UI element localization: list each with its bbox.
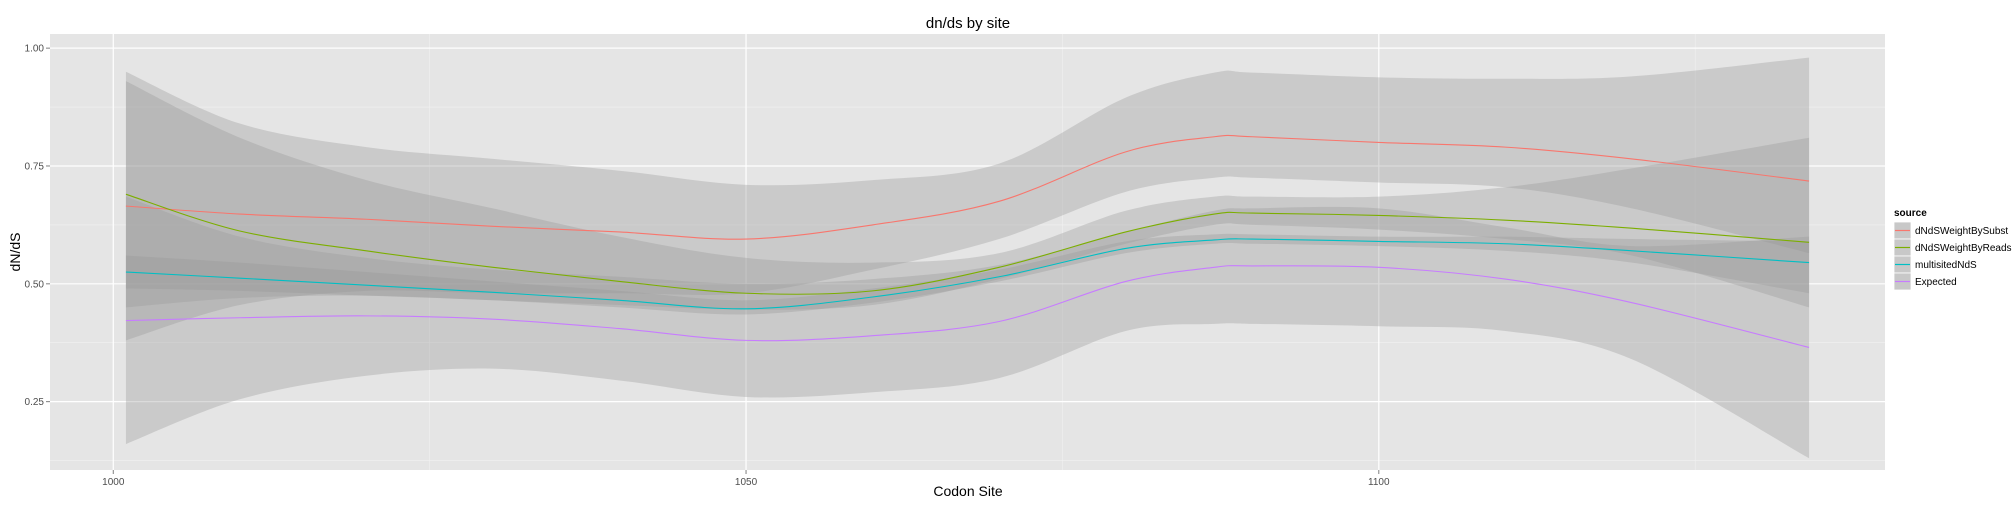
legend: source dNdSWeightBySubst dNdSWeightByRead… (1893, 208, 2012, 291)
x-tick-label: 1050 (735, 477, 758, 488)
x-axis-title: Codon Site (933, 483, 1002, 499)
series-line-multisitedNdS (125, 238, 1810, 310)
grid-lines (50, 34, 1885, 470)
confidence-band-dNdSWeightByReads (125, 81, 1810, 310)
legend-item: dNdSWeightByReads (1893, 238, 2012, 257)
confidence-band-dNdSWeightBySubst (125, 57, 1810, 341)
legend-label: multisitedNdS (1915, 260, 1977, 271)
y-tick-label: 0.75 (25, 161, 45, 172)
series-lines (125, 134, 1810, 348)
series-line-Expected (125, 265, 1810, 348)
y-tick-label: 1.00 (25, 44, 45, 55)
series-line-dNdSWeightByReads (125, 193, 1810, 295)
legend-item: multisitedNdS (1893, 255, 1977, 274)
legend-items: dNdSWeightBySubst dNdSWeightByReads multis… (1893, 221, 2012, 291)
legend-label: dNdSWeightBySubst (1915, 226, 2008, 237)
legend-label: dNdSWeightByReads (1915, 243, 2012, 254)
y-tick-label: 0.50 (25, 279, 45, 290)
legend-label: Expected (1915, 277, 1957, 288)
y-axis-title: dN/dS (7, 233, 23, 272)
legend-title: source (1894, 208, 1927, 219)
legend-item: Expected (1893, 272, 1957, 291)
y-tick-label: 0.25 (25, 397, 45, 408)
legend-item: dNdSWeightBySubst (1893, 221, 2008, 240)
x-tick-label: 1000 (102, 477, 125, 488)
chart-title: dn/ds by site (926, 15, 1010, 32)
confidence-band-multisitedNdS (125, 233, 1810, 315)
x-tick-label: 1100 (1368, 477, 1390, 488)
series-line-dNdSWeightBySubst (125, 134, 1810, 240)
plot-panel (50, 34, 1885, 470)
axis-ticks: 1000 1050 1100 0.25 0.50 0.75 1.00 (25, 44, 1390, 488)
